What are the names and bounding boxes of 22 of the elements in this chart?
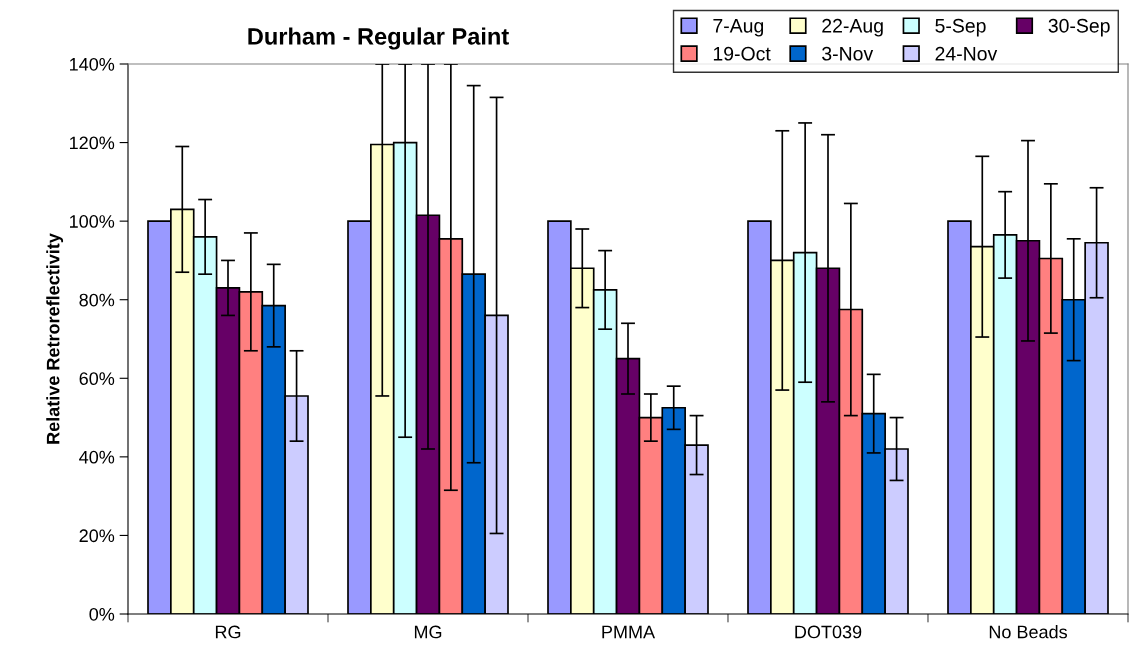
legend-label: 5-Sep: [935, 18, 986, 37]
y-tick-label: 140%: [70, 57, 115, 71]
x-tick-label: RG: [215, 625, 241, 639]
legend-label: 3-Nov: [822, 46, 874, 61]
legend-label: 24-Nov: [935, 46, 998, 61]
legend-label: 22-Aug: [822, 18, 883, 37]
y-tick-label: 40%: [79, 450, 115, 464]
x-tick-label: DOT039: [795, 625, 862, 639]
x-tick-label: PMMA: [602, 625, 656, 639]
y-tick-label: 20%: [79, 529, 115, 543]
legend-label: 19-Oct: [713, 46, 771, 61]
y-tick-label: 80%: [79, 293, 115, 307]
chart-title: Durham - Regular Paint: [248, 27, 509, 50]
y-tick-label: 120%: [70, 136, 115, 150]
legend-label: 30-Sep: [1048, 18, 1110, 37]
x-tick-label: MG: [414, 625, 442, 639]
x-tick-label: No Beads: [989, 625, 1067, 639]
y-tick-label: 60%: [79, 372, 115, 386]
y-tick-label: 0%: [89, 607, 115, 621]
y-axis-title: Relative Retroreflectivity: [46, 233, 64, 444]
legend-label: 7-Aug: [713, 19, 764, 37]
y-tick-label: 100%: [70, 215, 115, 228]
